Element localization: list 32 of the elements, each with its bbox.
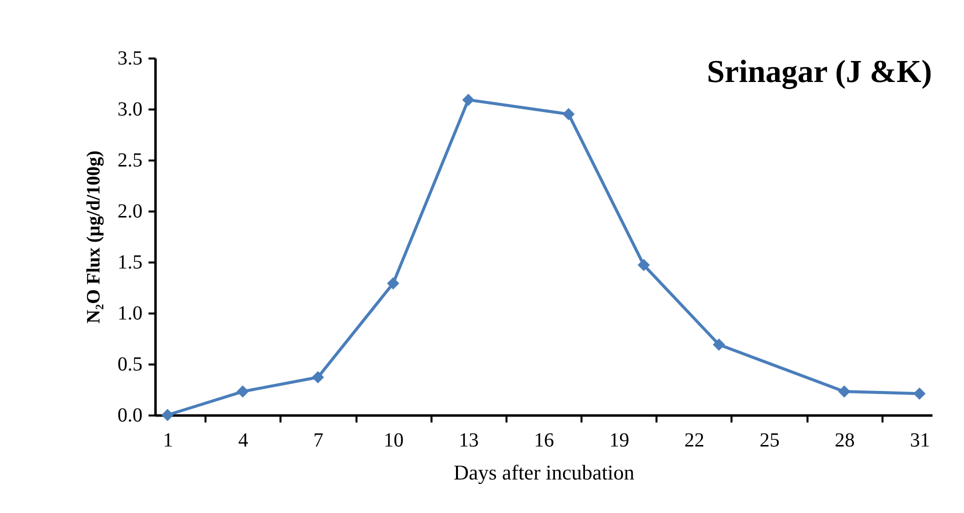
x-tick-label: 28 <box>834 430 855 452</box>
x-tick-label: 4 <box>238 430 248 452</box>
point <box>462 94 474 106</box>
y-tick-label: 2.5 <box>118 150 142 172</box>
x-tick-label: 10 <box>384 430 404 452</box>
chart-title: Srinagar (J &K) <box>706 53 932 90</box>
point <box>161 408 174 422</box>
y-tick-label: 0.0 <box>118 404 142 426</box>
y-tick-label: 2.0 <box>118 200 142 222</box>
x-tick-label: 19 <box>609 430 630 452</box>
x-tick-label: 1 <box>163 430 174 452</box>
y-tick-label: 1.5 <box>118 252 142 274</box>
x-tick-label: 16 <box>534 430 554 452</box>
point <box>712 338 726 351</box>
y-tick-label: 3.5 <box>118 48 142 70</box>
point <box>913 387 926 400</box>
x-tick-label: 22 <box>684 430 704 452</box>
x-tick-label: 7 <box>313 430 324 452</box>
point <box>638 258 650 272</box>
x-tick-label: 31 <box>910 430 930 452</box>
point <box>562 108 575 120</box>
point <box>838 385 850 398</box>
x-tick-label: 25 <box>760 430 780 452</box>
x-tick-label: 13 <box>458 430 479 452</box>
y-tick-label: 0.5 <box>118 354 142 376</box>
point <box>312 371 324 384</box>
point <box>236 385 249 398</box>
point <box>386 277 400 290</box>
x-axis-title: Days after incubation <box>454 460 635 484</box>
y-axis-title: N₂O Flux (µg/d/100g) <box>84 150 104 324</box>
y-tick-label: 1.0 <box>118 302 142 324</box>
y-tick-label: 3.0 <box>118 98 142 120</box>
